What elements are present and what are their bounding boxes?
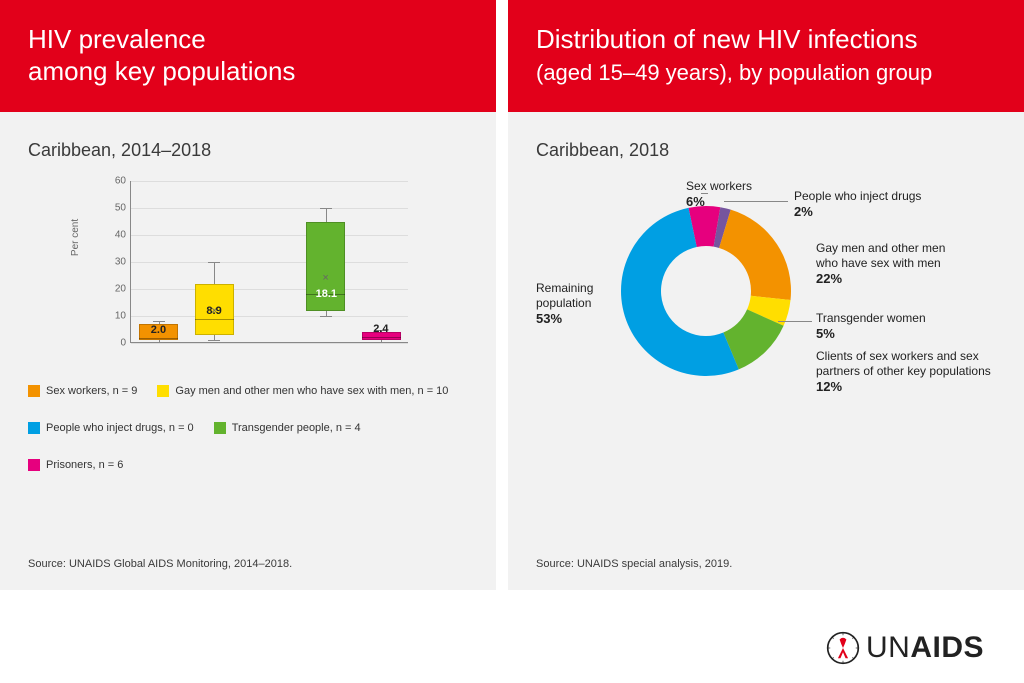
whisker-cap (375, 342, 387, 343)
legend-label: Sex workers, n = 9 (46, 381, 137, 402)
subtitle-right: Caribbean, 2018 (536, 140, 996, 161)
gridline (131, 235, 408, 236)
unaids-logo: UNAIDS (826, 631, 984, 665)
legend-item: Prisoners, n = 6 (28, 455, 123, 476)
y-tick: 50 (112, 203, 126, 214)
donut-pct: 12% (816, 379, 996, 395)
legend-label: Prisoners, n = 6 (46, 455, 123, 476)
legend-swatch (157, 385, 169, 397)
panel-body-right: Caribbean, 2018 Sex workers6%People who … (508, 112, 1024, 590)
legend-swatch (28, 422, 40, 434)
box-value-label: 2.4 (373, 323, 388, 335)
legend-swatch (214, 422, 226, 434)
gridline (131, 316, 408, 317)
y-tick: 30 (112, 257, 126, 268)
gridline (131, 262, 408, 263)
legend-label: People who inject drugs, n = 0 (46, 418, 194, 439)
ribbon-icon (826, 631, 860, 665)
median-line (139, 338, 178, 339)
leader-line (701, 193, 708, 194)
box-value-label: 2.0 (151, 324, 166, 336)
donut-pct: 2% (794, 204, 974, 220)
panel-header-left: HIV prevalence among key populations (0, 0, 496, 112)
leader-line (778, 321, 812, 322)
whisker-cap (320, 316, 332, 317)
y-tick: 40 (112, 230, 126, 241)
logo-prefix: UN (866, 631, 910, 664)
mean-mark: × (322, 272, 328, 284)
panel-body-left: Caribbean, 2014–2018 Per cent 0 10 20 30 40 5… (0, 112, 496, 590)
box-value-label: 18.1 (316, 288, 337, 300)
median-line (195, 319, 234, 320)
whisker-cap (208, 340, 220, 341)
gridline (131, 343, 408, 344)
median-line (362, 337, 401, 338)
title-line2-right: (aged 15–49 years), by population group (536, 60, 932, 85)
title-line1: HIV prevalence (28, 24, 206, 54)
legend-swatch (28, 459, 40, 471)
logo-bold: AIDS (910, 631, 984, 664)
legend-label: Transgender people, n = 4 (232, 418, 361, 439)
donut-slice (719, 210, 791, 300)
donut-label: Remainingpopulation53% (536, 281, 716, 327)
legend-item: Sex workers, n = 9 (28, 381, 137, 402)
donut-label: People who inject drugs2% (794, 189, 974, 220)
logo-text: UNAIDS (866, 631, 984, 665)
legend-item: Gay men and other men who have sex with … (157, 381, 448, 402)
boxplot-legend: Sex workers, n = 9 Gay men and other men … (28, 381, 468, 476)
donut-label: Clients of sex workers and sexpartners o… (816, 349, 996, 395)
leader-line (724, 201, 788, 202)
gridline (131, 208, 408, 209)
boxplot-chart: Per cent 0102030405060 2.0×8.9×18.12.4 (88, 181, 408, 361)
box-value-label: 8.9 (206, 305, 221, 317)
y-tick: 60 (112, 176, 126, 187)
title-line1-right: Distribution of new HIV infections (536, 24, 918, 54)
legend-swatch (28, 385, 40, 397)
donut-pct: 53% (536, 311, 716, 327)
panel-prevalence: HIV prevalence among key populations Car… (0, 0, 496, 590)
donut-pct: 22% (816, 271, 996, 287)
whisker-cap (153, 342, 165, 343)
y-tick: 0 (112, 338, 126, 349)
subtitle-left: Caribbean, 2014–2018 (28, 140, 468, 161)
gridline (131, 289, 408, 290)
legend-item: People who inject drugs, n = 0 (28, 418, 194, 439)
y-tick: 10 (112, 311, 126, 322)
donut-label: Transgender women5% (816, 311, 996, 342)
donut-pct: 5% (816, 326, 996, 342)
whisker-cap (208, 262, 220, 263)
whisker-cap (320, 208, 332, 209)
source-left: Source: UNAIDS Global AIDS Monitoring, 2… (28, 558, 292, 570)
gridline (131, 181, 408, 182)
y-tick: 20 (112, 284, 126, 295)
panel-header-right: Distribution of new HIV infections (aged… (508, 0, 1024, 112)
source-right: Source: UNAIDS special analysis, 2019. (536, 558, 732, 570)
y-axis-label: Per cent (70, 219, 81, 256)
legend-label: Gay men and other men who have sex with … (175, 381, 448, 402)
legend-item: Transgender people, n = 4 (214, 418, 361, 439)
donut-label: Gay men and other menwho have sex with m… (816, 241, 996, 287)
whisker-cap (153, 321, 165, 322)
panel-distribution: Distribution of new HIV infections (aged… (508, 0, 1024, 590)
title-line2: among key populations (28, 56, 295, 86)
donut-chart: Sex workers6%People who inject drugs2%Ga… (536, 181, 996, 441)
